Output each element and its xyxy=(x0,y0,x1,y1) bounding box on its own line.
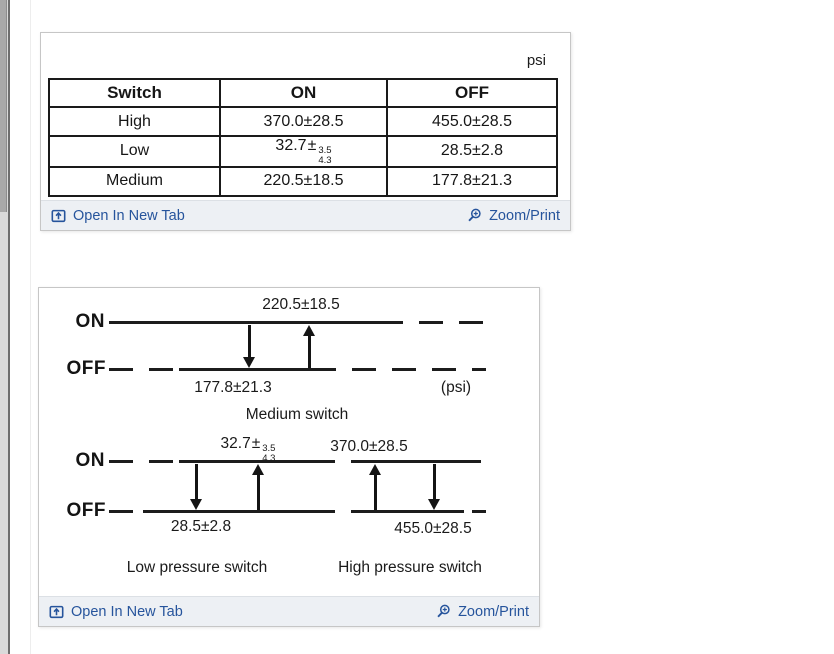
pressure-table-card: psi Switch ON OFF High 370.0±28.5 455.0±… xyxy=(40,32,571,231)
low-on-tolerance-stack: 3.5 4.3 xyxy=(262,443,276,464)
low-on-value: 32.7± 3.5 4.3 xyxy=(220,435,276,464)
cell-medium-on: 220.5±18.5 xyxy=(219,165,388,197)
open-in-new-tab-link[interactable]: Open In New Tab xyxy=(49,604,183,620)
medium-on-value: 220.5±18.5 xyxy=(262,296,340,313)
cell-switch-high: High xyxy=(48,106,221,137)
medium-on-label: ON xyxy=(75,311,105,332)
low-on-arrow xyxy=(252,464,264,510)
lowhigh-on-line-dash1 xyxy=(109,460,179,463)
cell-switch-medium: Medium xyxy=(48,165,221,197)
medium-off-line-dashed-left xyxy=(109,368,179,371)
card-footer: Open In New Tab Zoom/Print xyxy=(41,200,570,230)
high-switch-caption: High pressure switch xyxy=(338,559,482,576)
card-footer: Open In New Tab Zoom/Print xyxy=(39,596,539,626)
low-on-tolerance-stack: 3.5 4.3 xyxy=(318,145,332,166)
lowhigh-off-line-dash1 xyxy=(109,510,143,513)
table-row: Low 32.7± 3.5 4.3 28.5±2.8 xyxy=(48,135,558,168)
header-switch: Switch xyxy=(48,78,221,108)
low-off-line-solid xyxy=(143,510,311,513)
cell-high-on: 370.0±28.5 xyxy=(219,106,388,137)
table-header-row: Switch ON OFF xyxy=(48,78,558,108)
content-left-edge xyxy=(30,0,31,654)
lowhigh-off-label: OFF xyxy=(66,500,106,521)
low-off-value: 28.5±2.8 xyxy=(170,518,232,535)
lowhigh-off-line-dash3 xyxy=(472,510,486,513)
lowhigh-on-line-dash2 xyxy=(311,460,351,463)
high-off-line-solid xyxy=(351,510,464,513)
frame-divider xyxy=(8,0,10,654)
medium-switch-caption: Medium switch xyxy=(245,406,349,423)
zoom-icon xyxy=(436,604,451,619)
cell-low-on: 32.7± 3.5 4.3 xyxy=(219,135,388,168)
medium-on-line-solid xyxy=(109,321,379,324)
lowhigh-on-label: ON xyxy=(75,450,105,471)
left-scrollbar-track[interactable] xyxy=(0,0,8,654)
low-off-arrow xyxy=(190,464,202,510)
medium-off-line-solid xyxy=(179,368,312,371)
zoom-print-link[interactable]: Zoom/Print xyxy=(436,604,529,620)
open-in-new-tab-link[interactable]: Open In New Tab xyxy=(51,208,185,224)
open-in-new-tab-icon xyxy=(51,208,66,223)
switch-diagram-card: ON 220.5±18.5 OFF 177.8±21.3 (psi) Mediu… xyxy=(38,287,540,627)
high-off-value: 455.0±28.5 xyxy=(394,520,472,537)
lowhigh-off-line-dash2 xyxy=(311,510,351,513)
table-row: Medium 220.5±18.5 177.8±21.3 xyxy=(48,165,558,197)
cell-switch-low: Low xyxy=(48,135,221,168)
diagram-psi-unit: (psi) xyxy=(440,379,472,396)
cell-low-off: 28.5±2.8 xyxy=(386,135,558,168)
pressure-switch-table: Switch ON OFF High 370.0±28.5 455.0±28.5… xyxy=(48,78,558,197)
cell-medium-off: 177.8±21.3 xyxy=(386,165,558,197)
psi-unit-label: psi xyxy=(526,52,546,69)
zoom-icon xyxy=(467,208,482,223)
high-on-arrow xyxy=(369,464,381,510)
left-scrollbar-thumb[interactable] xyxy=(0,0,7,212)
medium-on-arrow xyxy=(303,325,315,368)
low-on-line-solid xyxy=(179,460,311,463)
cell-high-off: 455.0±28.5 xyxy=(386,106,558,137)
zoom-print-link[interactable]: Zoom/Print xyxy=(467,208,560,224)
medium-on-line-dashed xyxy=(379,321,486,324)
table-row: High 370.0±28.5 455.0±28.5 xyxy=(48,106,558,137)
medium-off-label: OFF xyxy=(66,358,106,379)
header-off: OFF xyxy=(386,78,558,108)
high-on-line-solid xyxy=(351,460,481,463)
medium-off-line-dashed-right xyxy=(312,368,486,371)
header-on: ON xyxy=(219,78,388,108)
medium-off-arrow xyxy=(243,325,255,368)
high-off-arrow xyxy=(428,464,440,510)
low-switch-caption: Low pressure switch xyxy=(126,559,268,576)
open-in-new-tab-icon xyxy=(49,604,64,619)
high-on-value: 370.0±28.5 xyxy=(330,438,408,455)
medium-off-value: 177.8±21.3 xyxy=(194,379,272,396)
